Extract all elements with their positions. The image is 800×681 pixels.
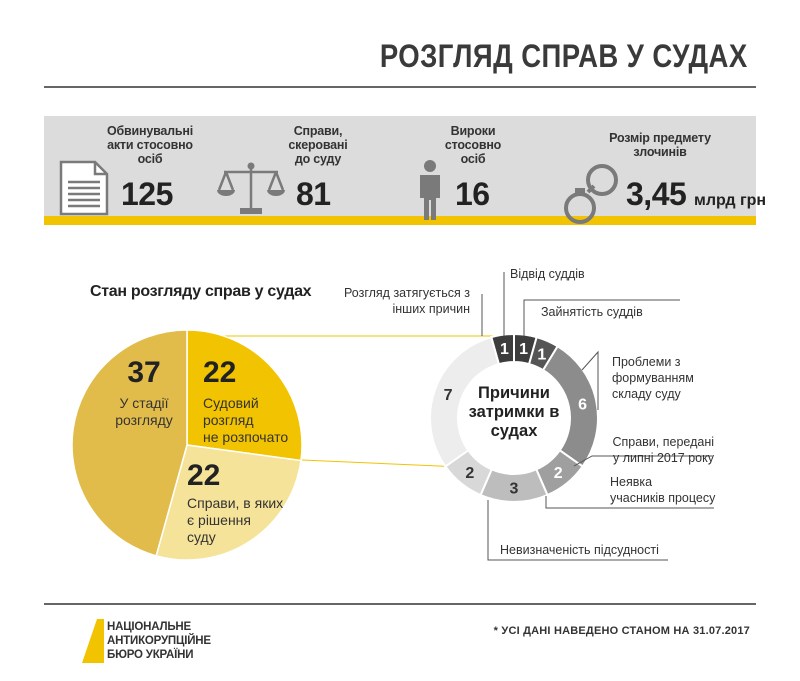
stat-value-verdicts: 16: [455, 176, 490, 212]
stat-label-verdicts: Вироки стосовно осіб: [444, 124, 502, 166]
donut-value-other-reasons: 1: [500, 341, 509, 358]
leader-line-participant-absence: [545, 496, 714, 509]
footer-divider: [44, 603, 756, 605]
donut-leader-lines: Відвід суддів Зайнятість суддів Проблеми з…: [344, 267, 716, 561]
stats-band: [44, 116, 756, 216]
donut-value-participant-absence: 3: [510, 481, 519, 498]
donut-label-other-reasons: Розгляд затягується з інших причин: [344, 286, 470, 316]
donut-value-transferred-cases: 2: [554, 465, 563, 482]
pie-label-decided: Справи, в яких є рішення суду: [187, 495, 283, 545]
donut-label-jurisdiction: Невизначеність підсудності: [500, 543, 659, 557]
page-title: РОЗГЛЯД СПРАВ У СУДАХ: [380, 38, 748, 74]
stat-unit-amount: млрд грн: [694, 192, 767, 209]
stat-value-amount: 3,45: [626, 176, 687, 212]
stat-label-cases: Справи, скеровані до суду: [288, 124, 348, 166]
person-icon: [420, 160, 440, 220]
pie-slice-not-started: [186, 329, 303, 462]
leader-line-court-staffing: [581, 350, 599, 410]
pie-label-under-review: У стадії розгляду: [115, 395, 173, 428]
pie-chart-title: Стан розгляду справ у судах: [90, 283, 312, 300]
document-icon: [59, 160, 109, 216]
stats-accent-strip: [44, 216, 756, 225]
donut-label-transferred-cases: Справи, передані у липні 2017 року: [612, 435, 714, 465]
donut-value-judge-workload: 1: [537, 346, 546, 363]
organization-logo-text: НАЦІОНАЛЬНЕ АНТИКОРУПЦІЙНЕ БЮРО УКРАЇНИ: [107, 621, 211, 661]
donut-label-judge-workload: Зайнятість суддів: [541, 305, 643, 319]
donut-value-unlabeled: 7: [444, 387, 453, 404]
donut-label-judge-recusal: Відвід суддів: [510, 267, 585, 281]
donut-label-participant-absence: Неявка учасників процесу: [610, 475, 716, 505]
stat-value-cases: 81: [296, 176, 331, 212]
donut-value-judge-recusal: 1: [519, 341, 528, 358]
connector-bottom: [301, 459, 463, 468]
donut-value-court-staffing: 6: [578, 396, 587, 413]
pie-label-not-started: Судовий розгляд не розпочато: [203, 395, 288, 445]
handcuffs-icon: [564, 164, 618, 224]
title-divider: [44, 86, 756, 88]
pie-value-under-review: 37: [127, 356, 160, 389]
donut-center-title: Причини затримки в судах: [469, 384, 560, 440]
leader-line-jurisdiction: [487, 500, 668, 561]
scales-icon: [217, 162, 285, 214]
data-date-footnote: * УСІ ДАНІ НАВЕДЕНО СТАНОМ НА 31.07.2017: [493, 625, 750, 637]
stat-label-indictments: Обвинувальні акти стосовно осіб: [106, 124, 194, 166]
pie-slice-under-review: [71, 329, 188, 557]
leader-line-judge-workload: [523, 299, 680, 336]
nabu-logo-icon: [82, 619, 104, 663]
donut-label-court-staffing: Проблеми з формуванням складу суду: [612, 355, 694, 401]
donut-slice-other-reasons: [490, 332, 515, 366]
stat-label-amount: Розмір предмету злочинів: [609, 131, 711, 159]
donut-value-jurisdiction: 2: [465, 465, 474, 482]
pie-value-not-started: 22: [203, 356, 236, 389]
status-pie: 37 У стадії розгляду 22 Судовий розгляд не роз…: [71, 329, 303, 561]
stat-value-indictments: 125: [121, 176, 173, 212]
pie-value-decided: 22: [187, 459, 220, 492]
pie-slice-decided: [155, 444, 302, 561]
leader-line-transferred-cases: [573, 455, 712, 467]
